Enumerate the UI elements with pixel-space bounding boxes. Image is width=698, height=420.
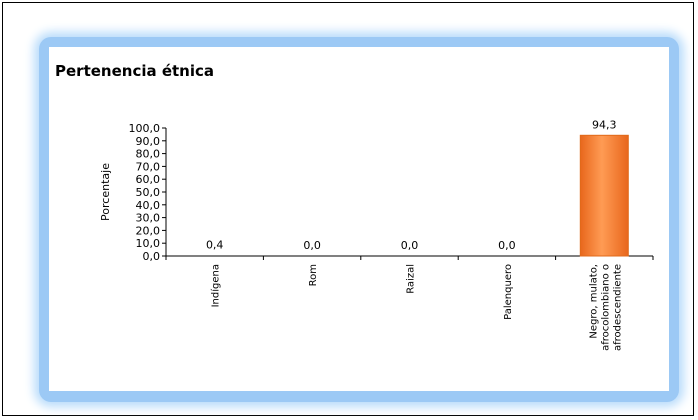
- y-tick-label: 30,0: [136, 212, 161, 225]
- x-category-label: Negro, mulato,: [588, 264, 599, 339]
- y-axis-title: Porcentaje: [99, 163, 112, 221]
- screenshot-frame: Pertenencia étnica 0,0 10,0 20,0 30,0 40,0 50…: [2, 2, 694, 416]
- bar-value-label: 0,0: [303, 239, 321, 252]
- bar-value-label: 0,0: [401, 239, 419, 252]
- bar-chart: 0,010,020,030,040,050,060,070,080,090,01…: [99, 118, 654, 351]
- x-category-label: Palenquero: [503, 264, 514, 320]
- y-tick-label: 70,0: [136, 160, 161, 173]
- x-category-label: Indígena: [210, 264, 222, 307]
- bar: [579, 134, 629, 257]
- y-tick-label: 20,0: [136, 224, 161, 237]
- y-tick-label: 10,0: [136, 237, 161, 250]
- y-tick-label: 80,0: [136, 148, 161, 161]
- y-tick-label: 100,0: [129, 122, 161, 135]
- bar-value-label: 94,3: [592, 118, 617, 131]
- y-tick-label: 0,0: [143, 250, 161, 263]
- y-tick-label: 50,0: [136, 186, 161, 199]
- y-tick-label: 60,0: [136, 173, 161, 186]
- x-category-label: Rom: [308, 264, 319, 286]
- y-tick-label: 90,0: [136, 135, 161, 148]
- chart-title: Pertenencia étnica: [55, 62, 214, 80]
- chart-panel: Pertenencia étnica 0,0 10,0 20,0 30,0 40,0 50…: [49, 47, 669, 391]
- x-category-label: afrocolombiano o: [600, 264, 611, 351]
- x-category-label: afrodescendiente: [612, 264, 623, 351]
- y-tick-label: 40,0: [136, 199, 161, 212]
- x-category-label: Raizal: [406, 264, 417, 294]
- bar-value-label: 0,4: [206, 238, 224, 251]
- bar-value-label: 0,0: [498, 239, 516, 252]
